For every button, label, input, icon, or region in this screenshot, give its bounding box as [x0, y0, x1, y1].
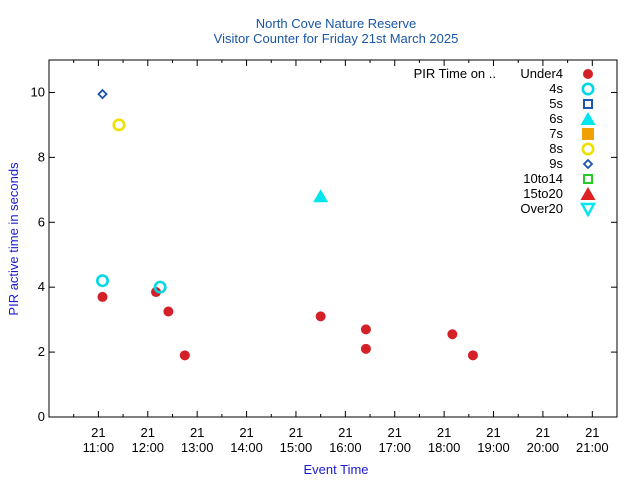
legend-label: 9s [549, 156, 563, 171]
legend-label: 15to20 [523, 186, 563, 201]
y-axis: 0 2 4 6 8 10 [31, 84, 617, 424]
legend-label: 7s [549, 126, 563, 141]
x-tick-time-label: 21:00 [576, 440, 609, 455]
data-point-9s [97, 88, 108, 100]
legend-marker-7s [582, 128, 594, 140]
x-tick-time-label: 17:00 [378, 440, 411, 455]
chart-subtitle: Visitor Counter for Friday 21st March 20… [214, 31, 459, 46]
y-tick-label: 4 [38, 279, 45, 294]
x-tick-day-label: 21 [536, 425, 550, 440]
data-point-under4 [315, 311, 326, 322]
data-point-under4 [447, 329, 458, 340]
x-tick-time-label: 20:00 [527, 440, 560, 455]
legend-marker-10to14 [583, 174, 593, 184]
legend-marker-6s [580, 112, 596, 125]
legend-marker-9s [582, 158, 594, 170]
x-tick-day-label: 21 [437, 425, 451, 440]
y-tick-label: 0 [38, 409, 45, 424]
x-tick-day-label: 21 [91, 425, 105, 440]
y-axis-label: PIR active time in seconds [6, 162, 21, 316]
y-tick-label: 2 [38, 344, 45, 359]
data-point-8s [112, 118, 126, 132]
legend-label: 8s [549, 141, 563, 156]
x-tick-time-label: 11:00 [83, 440, 115, 455]
y-tick-label: 8 [38, 149, 45, 164]
x-tick-time-label: 16:00 [329, 440, 362, 455]
x-tick-day-label: 21 [338, 425, 352, 440]
x-tick-time-label: 14:00 [230, 440, 263, 455]
chart-title: North Cove Nature Reserve [256, 16, 416, 31]
x-axis-label: Event Time [303, 462, 368, 477]
legend-title: PIR Time on .. [414, 66, 496, 81]
x-tick-day-label: 21 [289, 425, 303, 440]
data-point-under4 [360, 343, 371, 354]
data-points [96, 88, 478, 361]
legend-label: Over20 [520, 201, 563, 216]
data-point-under4 [163, 306, 174, 317]
x-axis: 2111:002112:002113:002114:002115:002116:… [48, 60, 618, 455]
legend-marker-under4 [583, 69, 593, 79]
legend-marker-4s [581, 82, 595, 96]
x-tick-day-label: 21 [141, 425, 155, 440]
y-tick-label: 10 [31, 84, 45, 99]
legend-marker-15to20 [580, 187, 596, 200]
data-point-under4 [97, 291, 108, 302]
data-point-under4 [467, 350, 478, 361]
legend-label: Under4 [520, 66, 563, 81]
x-tick-time-label: 19:00 [477, 440, 510, 455]
data-point-under4 [179, 350, 190, 361]
x-tick-time-label: 13:00 [181, 440, 214, 455]
x-tick-time-label: 12:00 [132, 440, 165, 455]
data-point-4s [153, 280, 167, 294]
data-point-under4 [360, 324, 371, 335]
x-tick-time-label: 15:00 [280, 440, 313, 455]
data-point-6s [313, 189, 329, 203]
y-tick-label: 6 [38, 214, 45, 229]
x-tick-time-label: 18:00 [428, 440, 461, 455]
legend-label: 6s [549, 111, 563, 126]
plot-border [48, 59, 618, 418]
x-tick-day-label: 21 [486, 425, 500, 440]
legend-marker-8s [581, 142, 595, 156]
data-point-4s [96, 274, 110, 288]
x-tick-day-label: 21 [239, 425, 253, 440]
x-tick-day-label: 21 [585, 425, 599, 440]
legend-marker-over20 [579, 202, 597, 218]
legend-marker-5s [583, 99, 593, 109]
plot-frame [48, 59, 618, 418]
x-tick-day-label: 21 [190, 425, 204, 440]
legend-label: 4s [549, 81, 563, 96]
x-tick-day-label: 21 [388, 425, 402, 440]
legend-label: 10to14 [523, 171, 563, 186]
legend-label: 5s [549, 96, 563, 111]
